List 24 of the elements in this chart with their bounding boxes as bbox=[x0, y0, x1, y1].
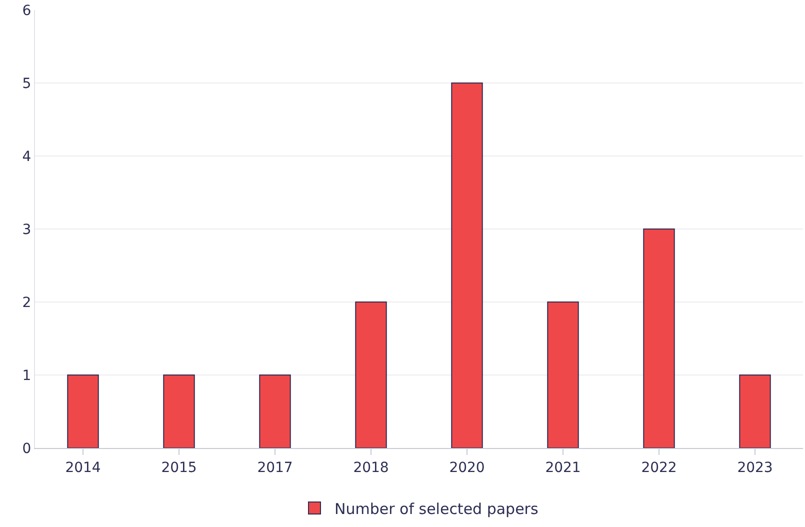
bar bbox=[451, 82, 483, 448]
x-tick-label: 2015 bbox=[161, 460, 197, 476]
x-tick-label: 2023 bbox=[737, 460, 773, 476]
bar bbox=[259, 374, 291, 448]
x-tick-label: 2014 bbox=[65, 460, 101, 476]
bar bbox=[355, 302, 387, 448]
y-tick-label: 5 bbox=[22, 76, 32, 92]
bar bbox=[547, 302, 579, 448]
legend-label: Number of selected papers bbox=[334, 500, 538, 518]
x-tick-label: 2018 bbox=[353, 460, 389, 476]
x-tick-label: 2020 bbox=[449, 460, 485, 476]
bar bbox=[739, 374, 771, 448]
y-tick-label: 4 bbox=[22, 148, 32, 165]
y-tick-label: 2 bbox=[22, 294, 32, 311]
bar bbox=[67, 374, 99, 448]
x-tick-label: 2021 bbox=[545, 460, 581, 476]
y-tick-label: 6 bbox=[22, 2, 32, 19]
x-tick-label: 2022 bbox=[641, 460, 677, 476]
y-tick-label: 1 bbox=[22, 368, 32, 384]
bar bbox=[163, 374, 195, 448]
bar bbox=[643, 228, 675, 448]
y-tick-label: 3 bbox=[22, 222, 32, 238]
x-tick-label: 2017 bbox=[257, 460, 293, 476]
y-tick-label: 0 bbox=[22, 440, 32, 457]
